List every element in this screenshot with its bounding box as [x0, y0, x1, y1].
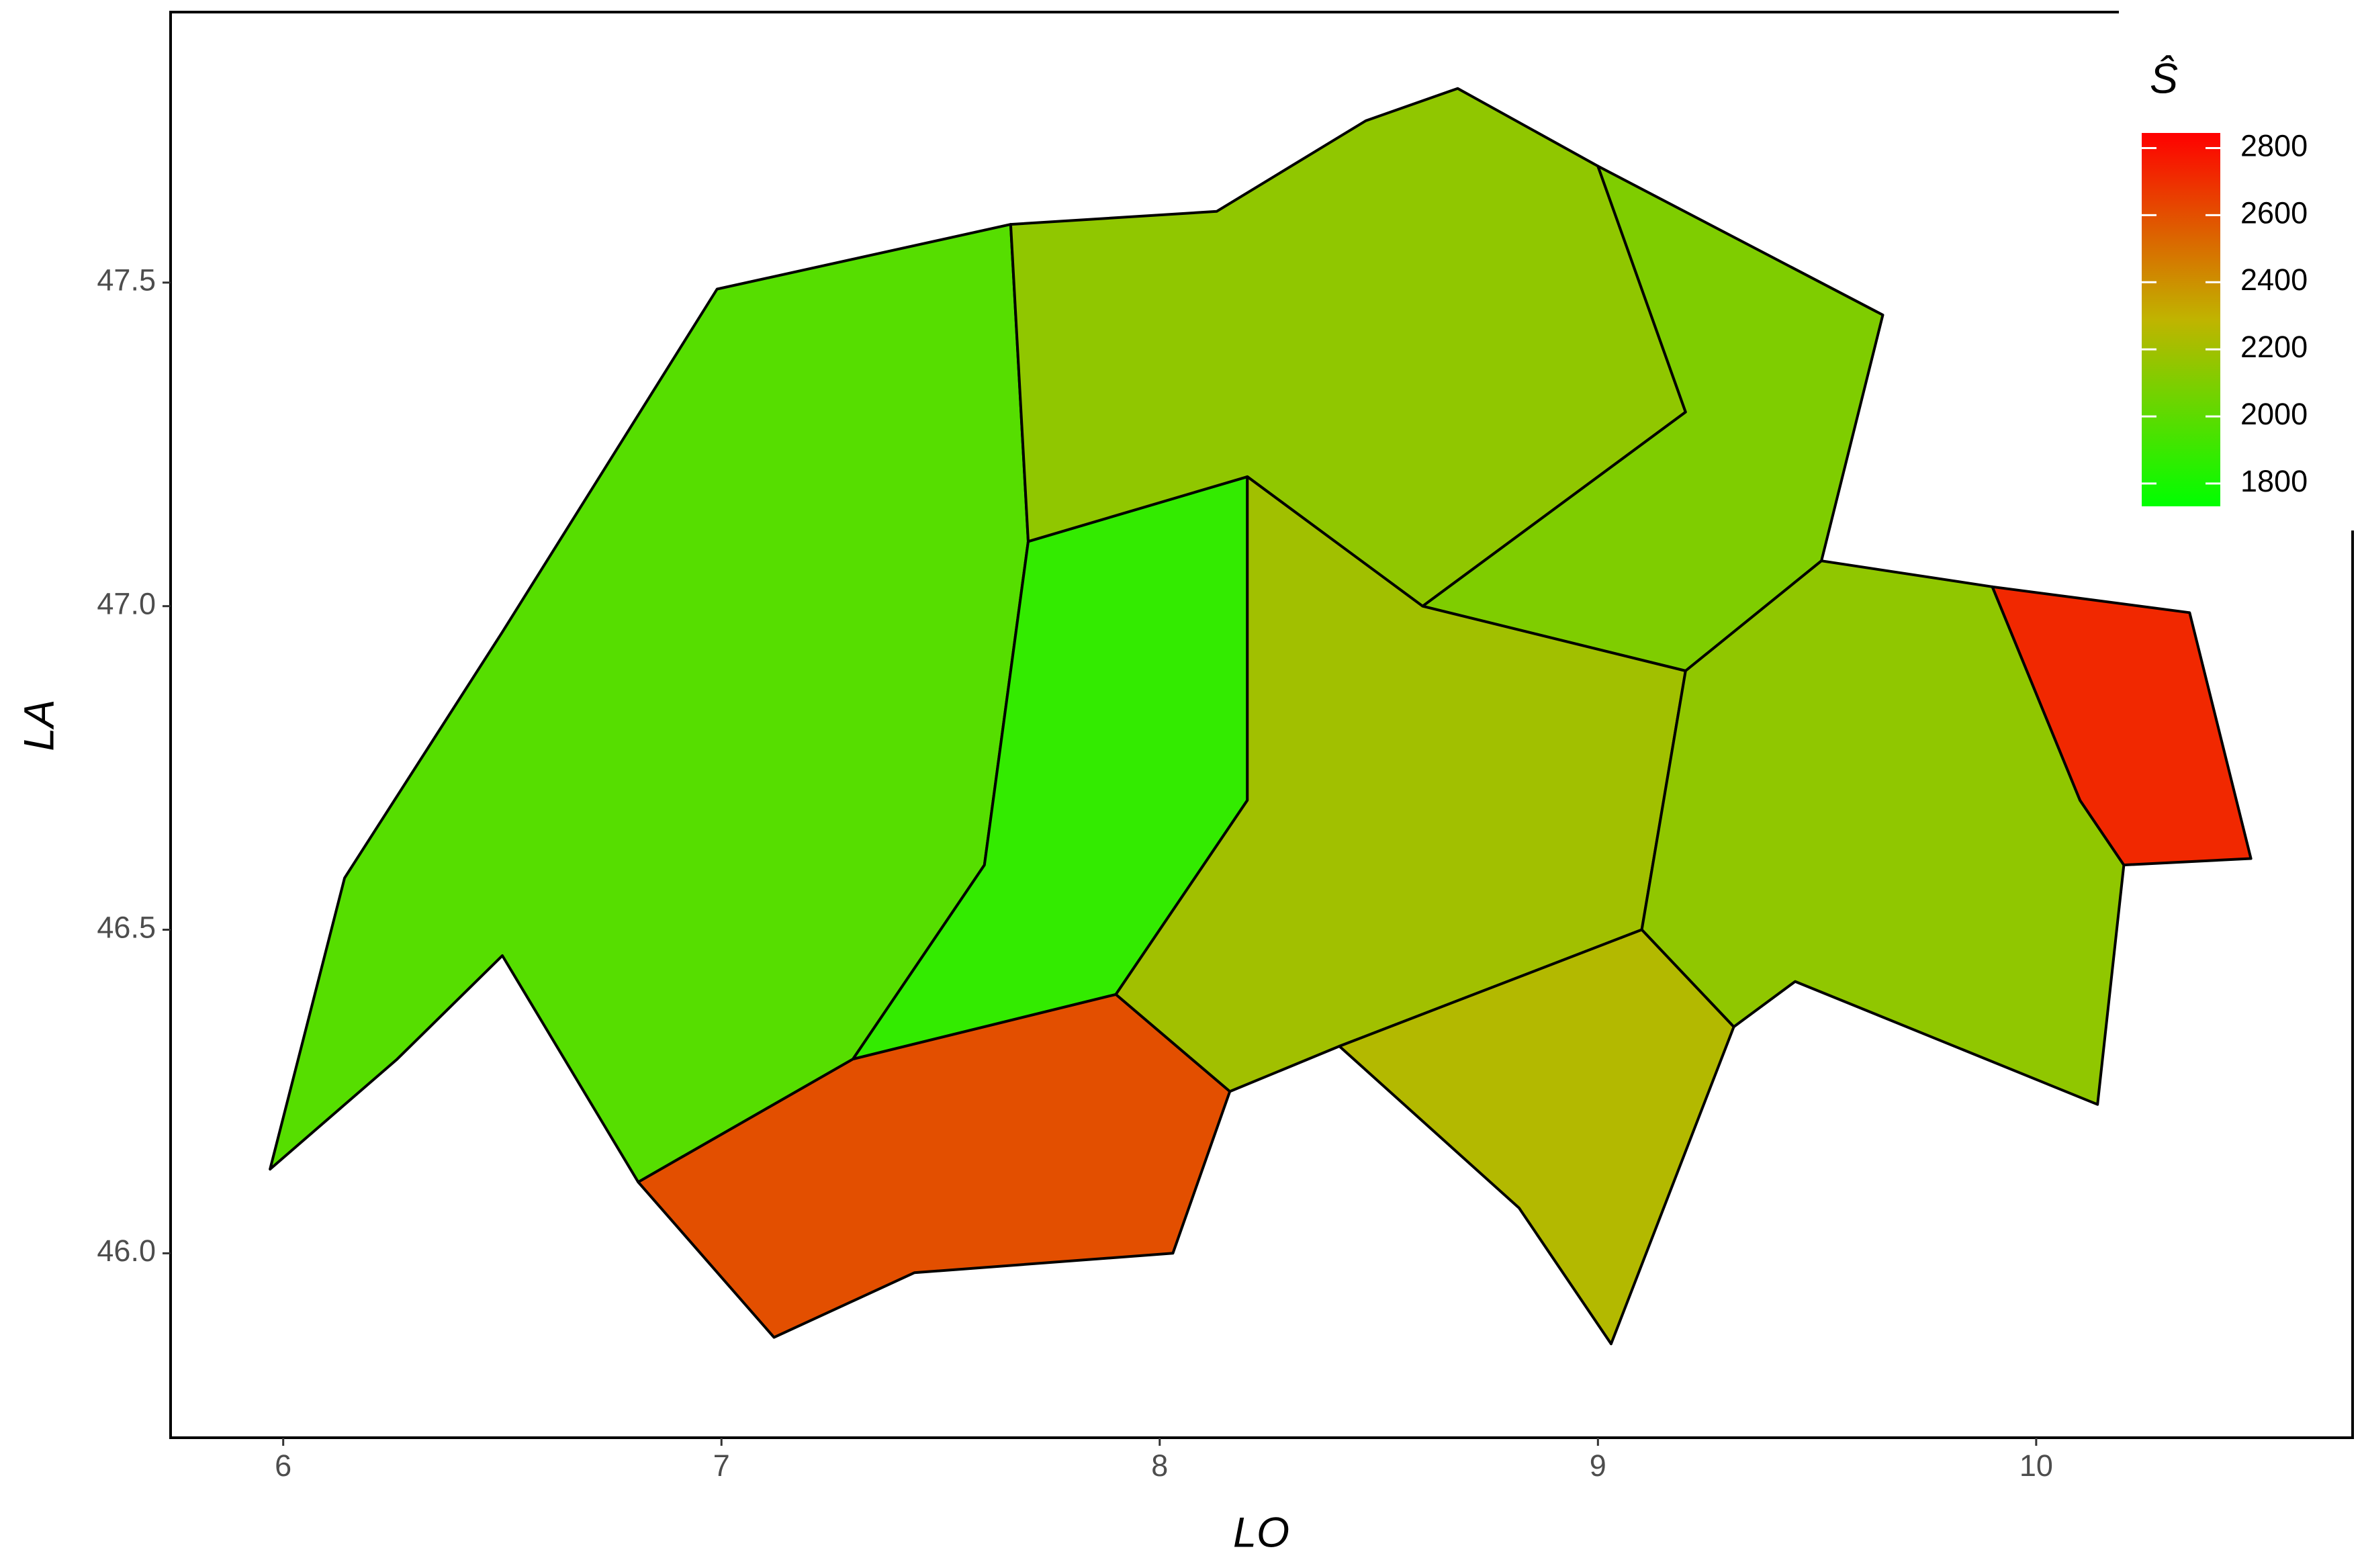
- x-tick-label: 9: [1590, 1448, 1606, 1483]
- region: [1338, 928, 1735, 1346]
- region: [637, 993, 1232, 1339]
- y-tick-label: 46.0: [97, 1234, 156, 1268]
- colorbar-label: 2200: [2240, 330, 2308, 364]
- colorbar-label: 2000: [2240, 397, 2308, 431]
- colorbar: [2142, 133, 2220, 506]
- colorbar-label: 1800: [2240, 464, 2308, 498]
- legend-title: Ŝ: [2150, 56, 2178, 103]
- y-tick-label: 47.0: [97, 587, 156, 621]
- colorbar-label: 2600: [2240, 195, 2308, 230]
- y-tick-label: 46.5: [97, 910, 156, 944]
- x-tick-label: 7: [713, 1448, 730, 1483]
- region: [1991, 585, 2253, 867]
- colorbar-label: 2400: [2240, 263, 2308, 297]
- x-tick-label: 10: [2019, 1448, 2053, 1483]
- x-tick-label: 6: [275, 1448, 291, 1483]
- y-axis-title: LA: [16, 699, 63, 751]
- x-tick-label: 8: [1151, 1448, 1168, 1483]
- x-axis-title: LO: [1233, 1510, 1289, 1557]
- y-tick-label: 47.5: [97, 263, 156, 297]
- colorbar-label: 2800: [2240, 128, 2308, 163]
